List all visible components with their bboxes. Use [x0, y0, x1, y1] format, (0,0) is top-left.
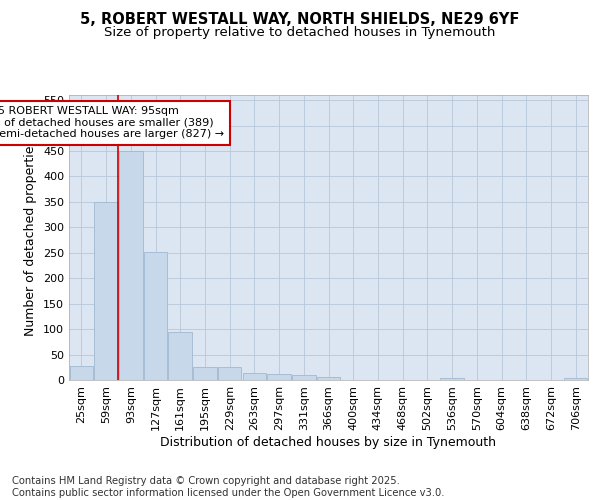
Text: Size of property relative to detached houses in Tynemouth: Size of property relative to detached ho… — [104, 26, 496, 39]
Bar — [169, 332, 192, 380]
Bar — [317, 378, 340, 380]
Text: Contains HM Land Registry data © Crown copyright and database right 2025.
Contai: Contains HM Land Registry data © Crown c… — [12, 476, 445, 498]
Bar — [70, 366, 93, 380]
Bar — [292, 376, 316, 380]
Bar — [242, 373, 266, 380]
Bar — [94, 202, 118, 380]
Bar — [218, 368, 241, 380]
Bar — [440, 378, 464, 380]
Y-axis label: Number of detached properties: Number of detached properties — [25, 139, 37, 336]
Text: 5 ROBERT WESTALL WAY: 95sqm
← 32% of detached houses are smaller (389)
68% of se: 5 ROBERT WESTALL WAY: 95sqm ← 32% of det… — [0, 106, 224, 140]
Bar — [193, 368, 217, 380]
Bar — [119, 151, 143, 380]
X-axis label: Distribution of detached houses by size in Tynemouth: Distribution of detached houses by size … — [161, 436, 497, 448]
Bar — [268, 374, 291, 380]
Text: 5, ROBERT WESTALL WAY, NORTH SHIELDS, NE29 6YF: 5, ROBERT WESTALL WAY, NORTH SHIELDS, NE… — [80, 12, 520, 28]
Bar — [144, 252, 167, 380]
Bar — [564, 378, 587, 380]
